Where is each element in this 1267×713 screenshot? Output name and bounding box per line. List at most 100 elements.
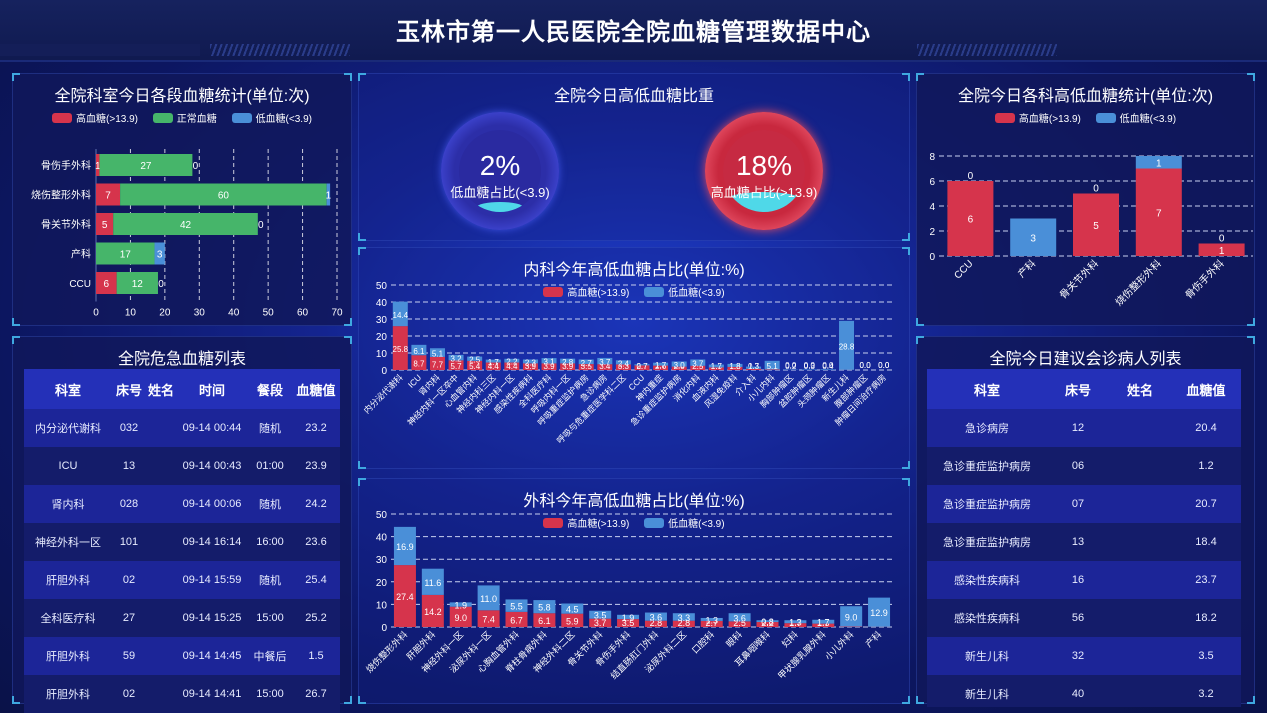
svg-text:70: 70 bbox=[331, 308, 343, 319]
critical-row[interactable]: 肝胆外科 02 09-14 15:59 随机 25.4 bbox=[24, 561, 340, 599]
chart-legend: 高血糖(>13.9) 低血糖(<3.9) bbox=[917, 110, 1254, 126]
consult-row[interactable]: 新生儿科 32 3.5 bbox=[927, 637, 1241, 675]
critical-row[interactable]: 肝胆外科 02 09-14 14:41 15:00 26.7 bbox=[24, 675, 340, 713]
svg-text:2.5: 2.5 bbox=[733, 618, 746, 628]
table-cell: 感染性疾病科 bbox=[927, 599, 1047, 637]
table-cell: 1.2 bbox=[1171, 447, 1241, 485]
svg-text:60: 60 bbox=[297, 308, 309, 319]
svg-text:2.2: 2.2 bbox=[506, 358, 518, 367]
svg-text:烧伤整形外科: 烧伤整形外科 bbox=[1112, 257, 1164, 309]
consult-row[interactable]: 感染性疾病科 16 23.7 bbox=[927, 561, 1241, 599]
svg-text:40: 40 bbox=[376, 533, 388, 544]
svg-text:CCU: CCU bbox=[952, 258, 975, 281]
consult-row[interactable]: 急诊重症监护病房 13 18.4 bbox=[927, 523, 1241, 561]
table-cell: 25.4 bbox=[292, 561, 340, 599]
table-cell: 15:00 bbox=[248, 675, 292, 713]
table-cell: 随机 bbox=[248, 561, 292, 599]
col-time: 时间 bbox=[176, 369, 248, 409]
svg-text:1: 1 bbox=[1219, 246, 1225, 257]
consult-row[interactable]: 急诊病房 12 20.4 bbox=[927, 409, 1241, 447]
table-cell: 09-14 14:45 bbox=[176, 637, 248, 675]
consult-row[interactable]: 急诊重症监护病房 07 20.7 bbox=[927, 485, 1241, 523]
table-cell: 1.5 bbox=[292, 637, 340, 675]
col-name: 姓名 bbox=[1109, 369, 1171, 409]
panel-critical-list: 全院危急血糖列表 科室 床号 姓名 时间 餐段 血糖值 内分泌代谢科 032 09-… bbox=[12, 336, 352, 713]
svg-text:8.7: 8.7 bbox=[413, 360, 425, 369]
table-cell: 23.9 bbox=[292, 447, 340, 485]
svg-text:1.7: 1.7 bbox=[655, 361, 667, 370]
svg-text:7: 7 bbox=[105, 191, 111, 202]
table-cell: 感染性疾病科 bbox=[927, 561, 1047, 599]
svg-text:0: 0 bbox=[381, 366, 387, 377]
table-cell bbox=[1109, 447, 1171, 485]
table-cell: 06 bbox=[1047, 447, 1109, 485]
table-cell: 肾内科 bbox=[24, 485, 112, 523]
table-cell: 23.6 bbox=[292, 523, 340, 561]
svg-text:7: 7 bbox=[1156, 208, 1162, 219]
high-ratio-gauge: 18% 高血糖占比(>13.9) bbox=[705, 112, 823, 230]
svg-text:3.0: 3.0 bbox=[674, 361, 686, 370]
consult-row[interactable]: 新生儿科 40 3.2 bbox=[927, 675, 1241, 707]
critical-row[interactable]: 全科医疗科 27 09-14 15:25 15:00 25.2 bbox=[24, 599, 340, 637]
svg-text:1.9: 1.9 bbox=[454, 601, 467, 611]
svg-text:1: 1 bbox=[1156, 158, 1162, 169]
svg-text:0: 0 bbox=[1093, 184, 1099, 195]
svg-text:20: 20 bbox=[376, 578, 388, 589]
svg-text:眼科: 眼科 bbox=[724, 629, 745, 650]
svg-text:2.6: 2.6 bbox=[655, 362, 667, 371]
svg-text:9.0: 9.0 bbox=[454, 613, 467, 623]
table-cell: 中餐后 bbox=[248, 637, 292, 675]
svg-text:0: 0 bbox=[93, 308, 99, 319]
svg-text:CCU: CCU bbox=[69, 279, 91, 290]
svg-text:4.4: 4.4 bbox=[506, 362, 518, 371]
svg-text:小儿外科: 小儿外科 bbox=[822, 629, 855, 662]
svg-text:骨关节外科: 骨关节外科 bbox=[41, 218, 91, 231]
svg-text:烧伤整形外科: 烧伤整形外科 bbox=[363, 629, 409, 675]
svg-text:1: 1 bbox=[326, 191, 332, 202]
svg-text:0.4: 0.4 bbox=[822, 362, 834, 371]
svg-text:27.4: 27.4 bbox=[396, 592, 414, 602]
svg-text:口腔科: 口腔科 bbox=[689, 629, 716, 656]
chart-legend: 高血糖(>13.9) 低血糖(<3.9) bbox=[359, 284, 909, 300]
col-bed: 床号 bbox=[1047, 369, 1109, 409]
table-cell: ICU bbox=[24, 447, 112, 485]
low-ratio-gauge: 2% 低血糖占比(<3.9) bbox=[441, 112, 559, 230]
svg-text:0.0: 0.0 bbox=[878, 361, 890, 370]
table-cell: 全科医疗科 bbox=[24, 599, 112, 637]
svg-text:3.9: 3.9 bbox=[525, 362, 537, 371]
svg-text:60: 60 bbox=[218, 191, 230, 202]
svg-text:0: 0 bbox=[258, 220, 264, 231]
svg-text:5.1: 5.1 bbox=[767, 362, 779, 371]
table-cell: 26.7 bbox=[292, 675, 340, 713]
svg-text:8: 8 bbox=[929, 152, 935, 163]
consult-table[interactable]: 科室 床号 姓名 血糖值 急诊病房 12 20.4 急诊重症监护病房 06 1.2 急诊重症… bbox=[927, 369, 1241, 707]
chart-legend: 高血糖(>13.9) 正常血糖 低血糖(<3.9) bbox=[13, 110, 351, 126]
panel-ratio: 全院今日高低血糖比重 2% 低血糖占比(<3.9) 18% 高血糖占比(>13.… bbox=[358, 73, 910, 241]
critical-row[interactable]: 内分泌代谢科 032 09-14 00:44 随机 23.2 bbox=[24, 409, 340, 447]
table-cell bbox=[1109, 409, 1171, 447]
critical-row[interactable]: ICU 13 09-14 00:43 01:00 23.9 bbox=[24, 447, 340, 485]
panel-consult-list: 全院今日建议会诊病人列表 科室 床号 姓名 血糖值 急诊病房 12 20.4 急诊重症… bbox=[916, 336, 1255, 707]
table-cell: 急诊重症监护病房 bbox=[927, 523, 1047, 561]
col-meal: 餐段 bbox=[248, 369, 292, 409]
svg-text:6.1: 6.1 bbox=[538, 616, 551, 626]
critical-table[interactable]: 科室 床号 姓名 时间 餐段 血糖值 内分泌代谢科 032 09-14 00:44 随… bbox=[24, 369, 340, 713]
table-cell: 急诊病房 bbox=[927, 409, 1047, 447]
col-bed: 床号 bbox=[112, 369, 146, 409]
consult-row[interactable]: 急诊重症监护病房 06 1.2 bbox=[927, 447, 1241, 485]
table-cell: 13 bbox=[112, 447, 146, 485]
svg-text:0.0: 0.0 bbox=[860, 361, 872, 370]
table-cell bbox=[146, 675, 176, 713]
svg-text:2.8: 2.8 bbox=[650, 618, 663, 628]
svg-text:3.9: 3.9 bbox=[543, 362, 555, 371]
table-cell bbox=[146, 485, 176, 523]
svg-text:14.4: 14.4 bbox=[393, 311, 409, 320]
svg-text:2: 2 bbox=[929, 227, 935, 238]
svg-text:1.3: 1.3 bbox=[789, 618, 802, 628]
svg-text:14.2: 14.2 bbox=[424, 607, 442, 617]
consult-row[interactable]: 感染性疾病科 56 18.2 bbox=[927, 599, 1241, 637]
critical-row[interactable]: 肝胆外科 59 09-14 14:45 中餐后 1.5 bbox=[24, 637, 340, 675]
critical-row[interactable]: 神经外科一区 101 09-14 16:14 16:00 23.6 bbox=[24, 523, 340, 561]
critical-row[interactable]: 肾内科 028 09-14 00:06 随机 24.2 bbox=[24, 485, 340, 523]
